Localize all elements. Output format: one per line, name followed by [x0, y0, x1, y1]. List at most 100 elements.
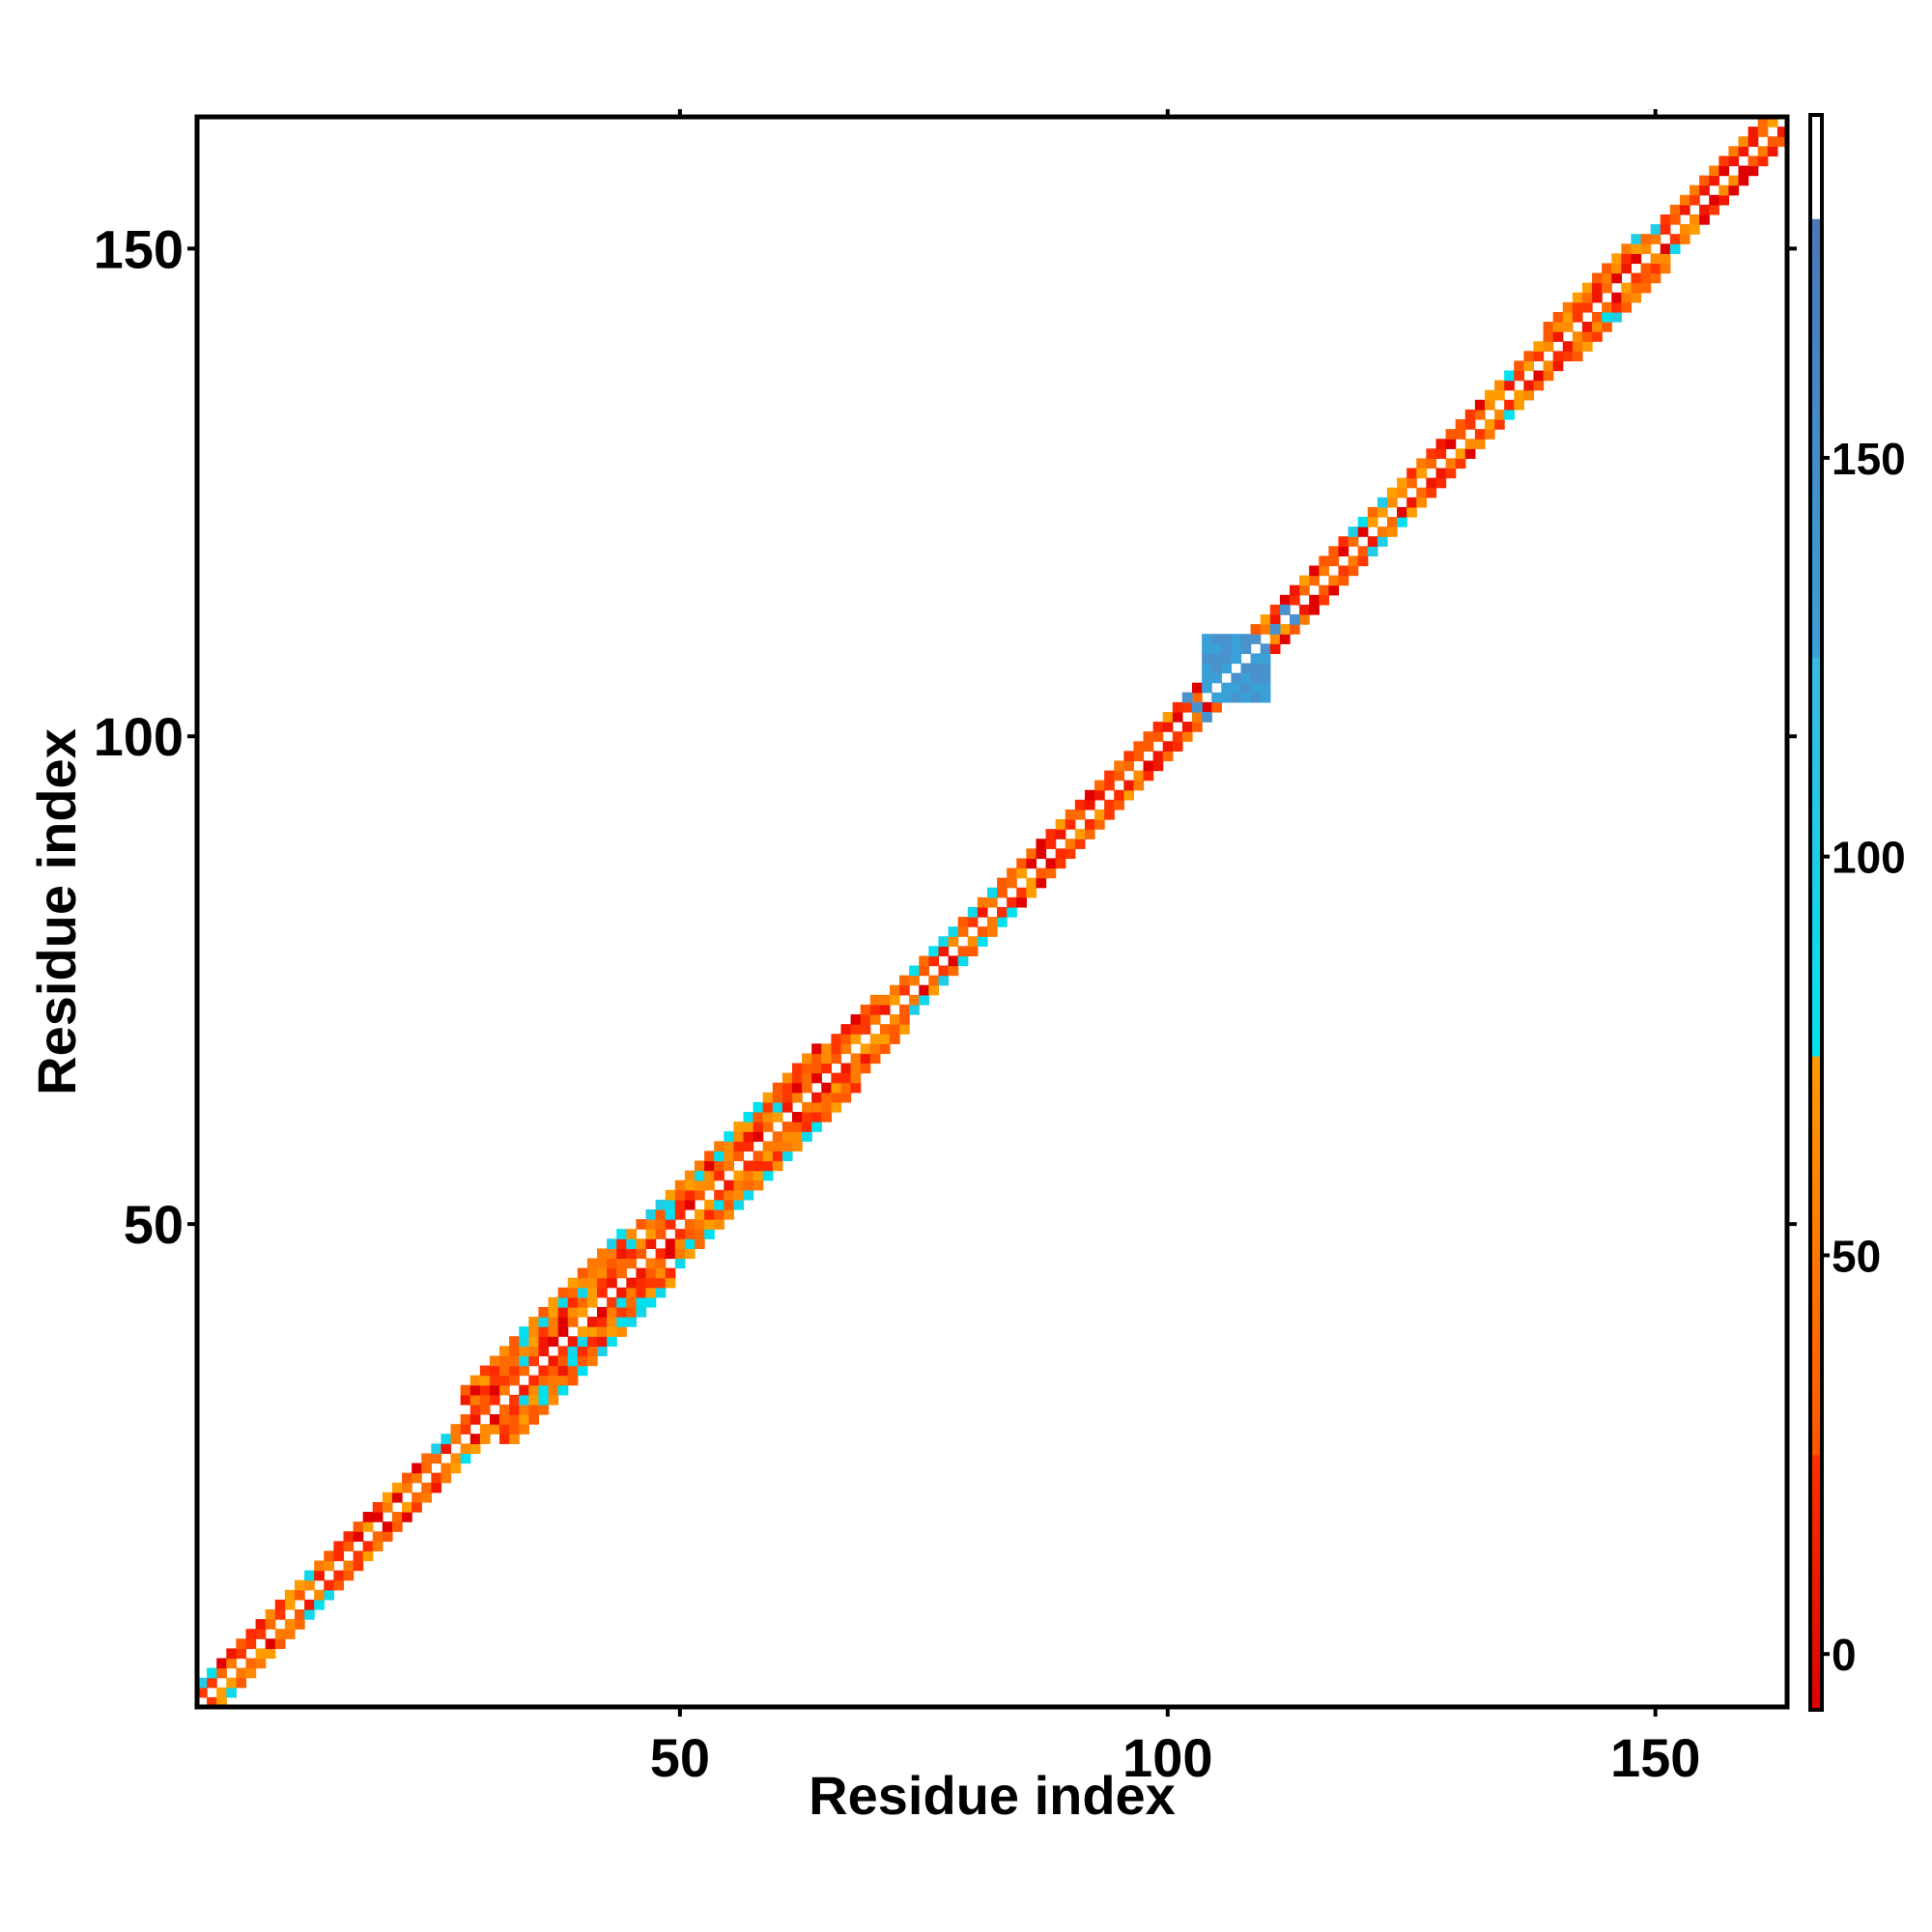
heatmap-cell — [791, 1082, 803, 1094]
heatmap-cell — [1523, 389, 1535, 401]
heatmap-cell — [479, 1384, 491, 1396]
heatmap-cell — [665, 1208, 676, 1220]
heatmap-cell — [1572, 341, 1583, 352]
heatmap-cell — [607, 1248, 617, 1260]
heatmap-cell — [343, 1541, 355, 1552]
heatmap-cell — [1719, 156, 1730, 167]
heatmap-cell — [226, 1658, 237, 1669]
heatmap-cell — [655, 1208, 667, 1220]
heatmap-cell — [840, 1034, 852, 1044]
heatmap-cell — [1231, 672, 1242, 684]
heatmap-cell — [695, 1208, 705, 1220]
heatmap-cell — [1104, 780, 1115, 791]
heatmap-cell — [1709, 165, 1719, 177]
heatmap-cell — [665, 1219, 676, 1230]
heatmap-cell — [421, 1482, 432, 1493]
x-tick-label: 50 — [650, 1727, 710, 1788]
heatmap-cell — [557, 1365, 569, 1377]
heatmap-cell — [469, 1394, 481, 1406]
heatmap-cell — [743, 1122, 754, 1132]
heatmap-cell — [1202, 711, 1212, 723]
heatmap-cell — [577, 1306, 588, 1318]
heatmap-cell — [655, 1267, 667, 1279]
heatmap-cell — [753, 1179, 764, 1191]
heatmap-cell — [695, 1189, 705, 1201]
heatmap-cell — [1562, 301, 1574, 313]
heatmap-cell — [879, 1024, 891, 1035]
heatmap-cell — [938, 975, 950, 986]
heatmap-cell — [460, 1424, 471, 1435]
heatmap-cell — [343, 1570, 355, 1581]
heatmap-cell — [567, 1355, 579, 1367]
heatmap-cell — [636, 1238, 647, 1249]
heatmap-cell — [597, 1306, 608, 1318]
heatmap-cell — [840, 1072, 852, 1084]
heatmap-cell — [586, 1296, 598, 1308]
heatmap-cell — [499, 1355, 510, 1367]
heatmap-cell — [928, 975, 940, 986]
heatmap-cell — [840, 1063, 852, 1074]
heatmap-cell — [626, 1277, 638, 1289]
heatmap-cell — [440, 1472, 452, 1484]
heatmap-cell — [1679, 224, 1690, 235]
heatmap-cell — [519, 1326, 529, 1337]
heatmap-cell — [1162, 722, 1174, 732]
heatmap-cell — [548, 1317, 559, 1327]
heatmap-cell — [1104, 770, 1115, 781]
heatmap-cell — [431, 1453, 442, 1464]
heatmap-cell — [1036, 848, 1047, 860]
heatmap-cell — [1114, 760, 1124, 772]
heatmap-cell — [1747, 136, 1759, 147]
heatmap-cell — [519, 1394, 529, 1406]
heatmap-cell — [879, 1043, 891, 1055]
heatmap-cell — [791, 1063, 803, 1074]
heatmap-cell — [1572, 351, 1583, 362]
heatmap-cell — [597, 1287, 608, 1298]
heatmap-cell — [831, 1101, 842, 1113]
heatmap-cell — [1514, 389, 1524, 401]
heatmap-cell — [1631, 234, 1642, 244]
heatmap-cell — [869, 1053, 881, 1065]
heatmap-cell — [284, 1589, 296, 1601]
heatmap-cell — [636, 1267, 647, 1279]
heatmap-cell — [1484, 389, 1495, 401]
heatmap-cell — [899, 1004, 910, 1015]
heatmap-cell — [479, 1365, 491, 1377]
heatmap-cell — [684, 1229, 696, 1239]
heatmap-cell — [207, 1677, 217, 1689]
heatmap-cell — [636, 1277, 647, 1289]
heatmap-cell — [1552, 351, 1564, 362]
heatmap-cell — [304, 1579, 315, 1591]
heatmap-cell — [1357, 526, 1369, 537]
heatmap-cell — [811, 1063, 822, 1074]
heatmap-cell — [695, 1160, 705, 1172]
heatmap-cell — [1445, 468, 1457, 479]
heatmap-cell — [226, 1648, 237, 1660]
heatmap-cell — [1299, 614, 1310, 625]
heatmap-cell — [528, 1317, 540, 1327]
heatmap-cell — [1679, 234, 1690, 244]
heatmap-cell — [284, 1629, 296, 1639]
heatmap-cell — [1445, 429, 1457, 440]
heatmap-cell — [1640, 263, 1652, 274]
heatmap-cell — [655, 1287, 667, 1298]
heatmap-cell — [1562, 311, 1574, 323]
heatmap-cell — [577, 1346, 588, 1357]
heatmap-cell — [607, 1296, 617, 1308]
heatmap-cell — [1202, 672, 1212, 684]
heatmap-cell — [509, 1365, 520, 1377]
heatmap-cell — [986, 926, 998, 937]
heatmap-cell — [577, 1336, 588, 1347]
heatmap-cell — [645, 1287, 657, 1298]
heatmap-cell — [704, 1179, 715, 1191]
heatmap-cell — [499, 1404, 510, 1415]
heatmap-cell — [1504, 380, 1515, 391]
heatmap-cell — [557, 1306, 569, 1318]
heatmap-cell — [899, 975, 910, 986]
heatmap-cell — [1133, 751, 1145, 762]
heatmap-cell — [616, 1326, 627, 1337]
heatmap-cell — [850, 1082, 862, 1094]
heatmap-cell — [597, 1248, 608, 1260]
heatmap-cell — [431, 1472, 442, 1484]
heatmap-cell — [1026, 877, 1037, 889]
